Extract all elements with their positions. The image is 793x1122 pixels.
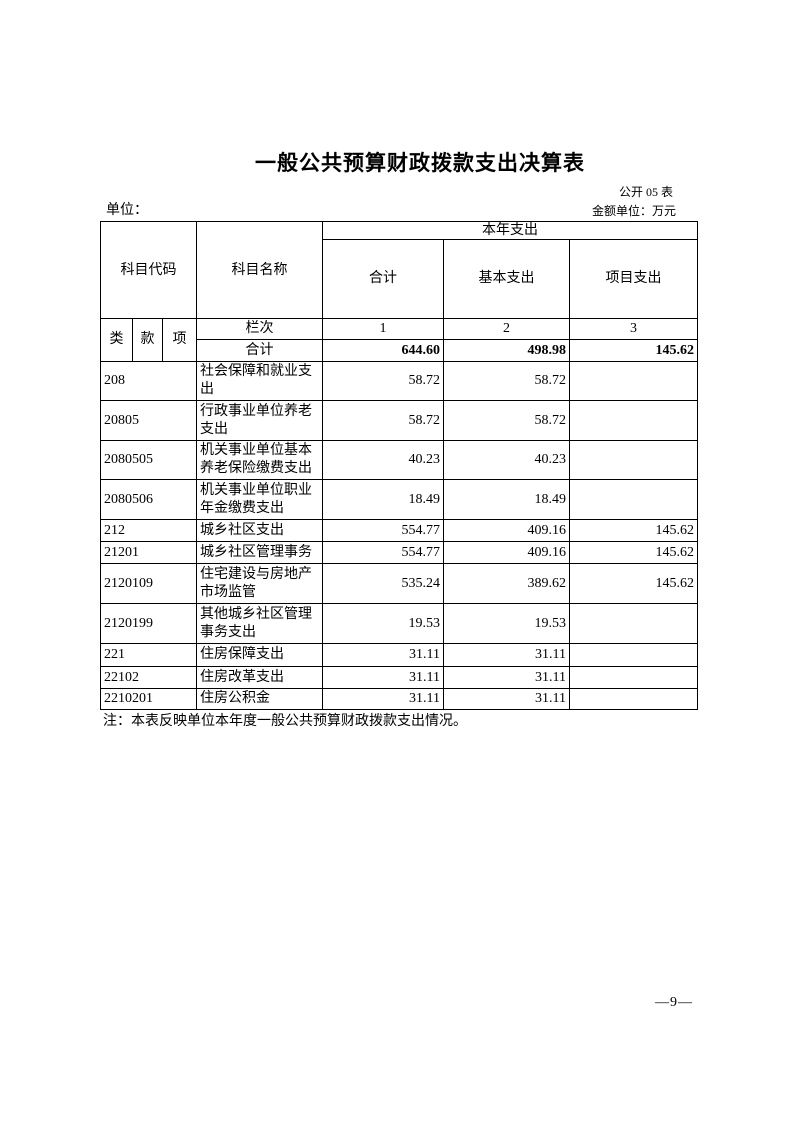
row-total: 58.72 <box>322 361 444 401</box>
row-basic: 31.11 <box>443 643 570 667</box>
row-code: 22102 <box>100 666 197 689</box>
table-row: 2120109 住宅建设与房地产市场监管 535.24 389.62 145.6… <box>100 563 698 604</box>
table-row: 2120199 其他城乡社区管理事务支出 19.53 19.53 <box>100 603 698 644</box>
row-total: 535.24 <box>322 563 444 604</box>
row-project <box>569 643 698 667</box>
row-code: 221 <box>100 643 197 667</box>
table-row: 212 城乡社区支出 554.77 409.16 145.62 <box>100 519 698 542</box>
header-total: 合计 <box>322 239 444 319</box>
row-code: 2080505 <box>100 440 197 480</box>
total-row-label: 合计 <box>196 339 323 362</box>
row-name: 机关事业单位基本养老保险缴费支出 <box>196 440 323 480</box>
row-project <box>569 400 698 441</box>
row-code: 21201 <box>100 541 197 564</box>
page-title: 一般公共预算财政拨款支出决算表 <box>255 152 585 175</box>
row-basic: 389.62 <box>443 563 570 604</box>
header-subject-code: 科目代码 <box>100 221 197 319</box>
row-name: 城乡社区管理事务 <box>196 541 323 564</box>
total-row-basic: 498.98 <box>443 339 570 362</box>
header-col-1: 1 <box>322 318 444 340</box>
table-row: 21201 城乡社区管理事务 554.77 409.16 145.62 <box>100 541 698 564</box>
row-basic: 18.49 <box>443 479 570 520</box>
row-total: 40.23 <box>322 440 444 480</box>
header-section: 款 <box>132 318 163 362</box>
table-row: 22102 住房改革支出 31.11 31.11 <box>100 666 698 689</box>
row-code: 2120109 <box>100 563 197 604</box>
row-name: 机关事业单位职业年金缴费支出 <box>196 479 323 520</box>
row-name: 社会保障和就业支出 <box>196 361 323 401</box>
row-code: 2120199 <box>100 603 197 644</box>
row-code: 2080506 <box>100 479 197 520</box>
header-row-1: 科目代码 科目名称 本年支出 <box>100 221 698 319</box>
table-row: 2080505 机关事业单位基本养老保险缴费支出 40.23 40.23 <box>100 440 698 480</box>
header-col-2: 2 <box>443 318 570 340</box>
row-total: 554.77 <box>322 541 444 564</box>
row-total: 19.53 <box>322 603 444 644</box>
row-project <box>569 666 698 689</box>
row-project: 145.62 <box>569 519 698 542</box>
row-project <box>569 361 698 401</box>
row-project <box>569 440 698 480</box>
row-project <box>569 603 698 644</box>
row-basic: 40.23 <box>443 440 570 480</box>
row-total: 18.49 <box>322 479 444 520</box>
header-item: 项 <box>162 318 197 362</box>
amount-unit-label: 金额单位：万元 <box>591 204 676 218</box>
table-note: 注：本表反映单位本年度一般公共预算财政拨款支出情况。 <box>103 714 467 729</box>
row-name: 住房公积金 <box>196 688 323 710</box>
row-basic: 409.16 <box>443 519 570 542</box>
expenditure-table: 科目代码 科目名称 本年支出 合计 基本支出 项目支出 类 款 项 栏次 1 2… <box>100 221 698 710</box>
row-name: 住房保障支出 <box>196 643 323 667</box>
header-row-columns: 类 款 项 栏次 1 2 3 <box>100 318 698 362</box>
row-basic: 31.11 <box>443 666 570 689</box>
row-code: 212 <box>100 519 197 542</box>
total-row: 合计 644.60 498.98 145.62 <box>101 339 698 362</box>
row-code: 20805 <box>100 400 197 441</box>
row-name: 其他城乡社区管理事务支出 <box>196 603 323 644</box>
table-row: 2080506 机关事业单位职业年金缴费支出 18.49 18.49 <box>100 479 698 520</box>
header-class: 类 <box>100 318 133 362</box>
page-number: —9— <box>655 995 693 1010</box>
form-number: 公开 05 表 <box>618 185 673 199</box>
row-name: 行政事业单位养老支出 <box>196 400 323 441</box>
row-basic: 19.53 <box>443 603 570 644</box>
row-code: 208 <box>100 361 197 401</box>
row-total: 31.11 <box>322 666 444 689</box>
row-project: 145.62 <box>569 541 698 564</box>
unit-label: 单位： <box>106 203 148 218</box>
header-current-year-expenditure: 本年支出 <box>322 221 698 240</box>
row-project: 145.62 <box>569 563 698 604</box>
row-basic: 58.72 <box>443 361 570 401</box>
row-basic: 409.16 <box>443 541 570 564</box>
row-name: 城乡社区支出 <box>196 519 323 542</box>
row-project <box>569 688 698 710</box>
row-project <box>569 479 698 520</box>
row-total: 554.77 <box>322 519 444 542</box>
row-total: 31.11 <box>322 688 444 710</box>
header-basic-expenditure: 基本支出 <box>443 239 570 319</box>
table-row: 20805 行政事业单位养老支出 58.72 58.72 <box>100 400 698 441</box>
table-row: 208 社会保障和就业支出 58.72 58.72 <box>100 361 698 401</box>
table-row: 221 住房保障支出 31.11 31.11 <box>100 643 698 667</box>
total-row-project: 145.62 <box>569 339 698 362</box>
row-basic: 58.72 <box>443 400 570 441</box>
row-basic: 31.11 <box>443 688 570 710</box>
header-column-index-label: 栏次 <box>196 318 323 340</box>
row-name: 住宅建设与房地产市场监管 <box>196 563 323 604</box>
header-row-2: 合计 基本支出 项目支出 <box>101 239 698 319</box>
row-total: 58.72 <box>322 400 444 441</box>
table-row: 2210201 住房公积金 31.11 31.11 <box>100 688 698 710</box>
row-name: 住房改革支出 <box>196 666 323 689</box>
total-row-total: 644.60 <box>322 339 444 362</box>
header-col-3: 3 <box>569 318 698 340</box>
row-total: 31.11 <box>322 643 444 667</box>
header-subject-name: 科目名称 <box>196 221 323 319</box>
row-code: 2210201 <box>100 688 197 710</box>
header-project-expenditure: 项目支出 <box>569 239 698 319</box>
